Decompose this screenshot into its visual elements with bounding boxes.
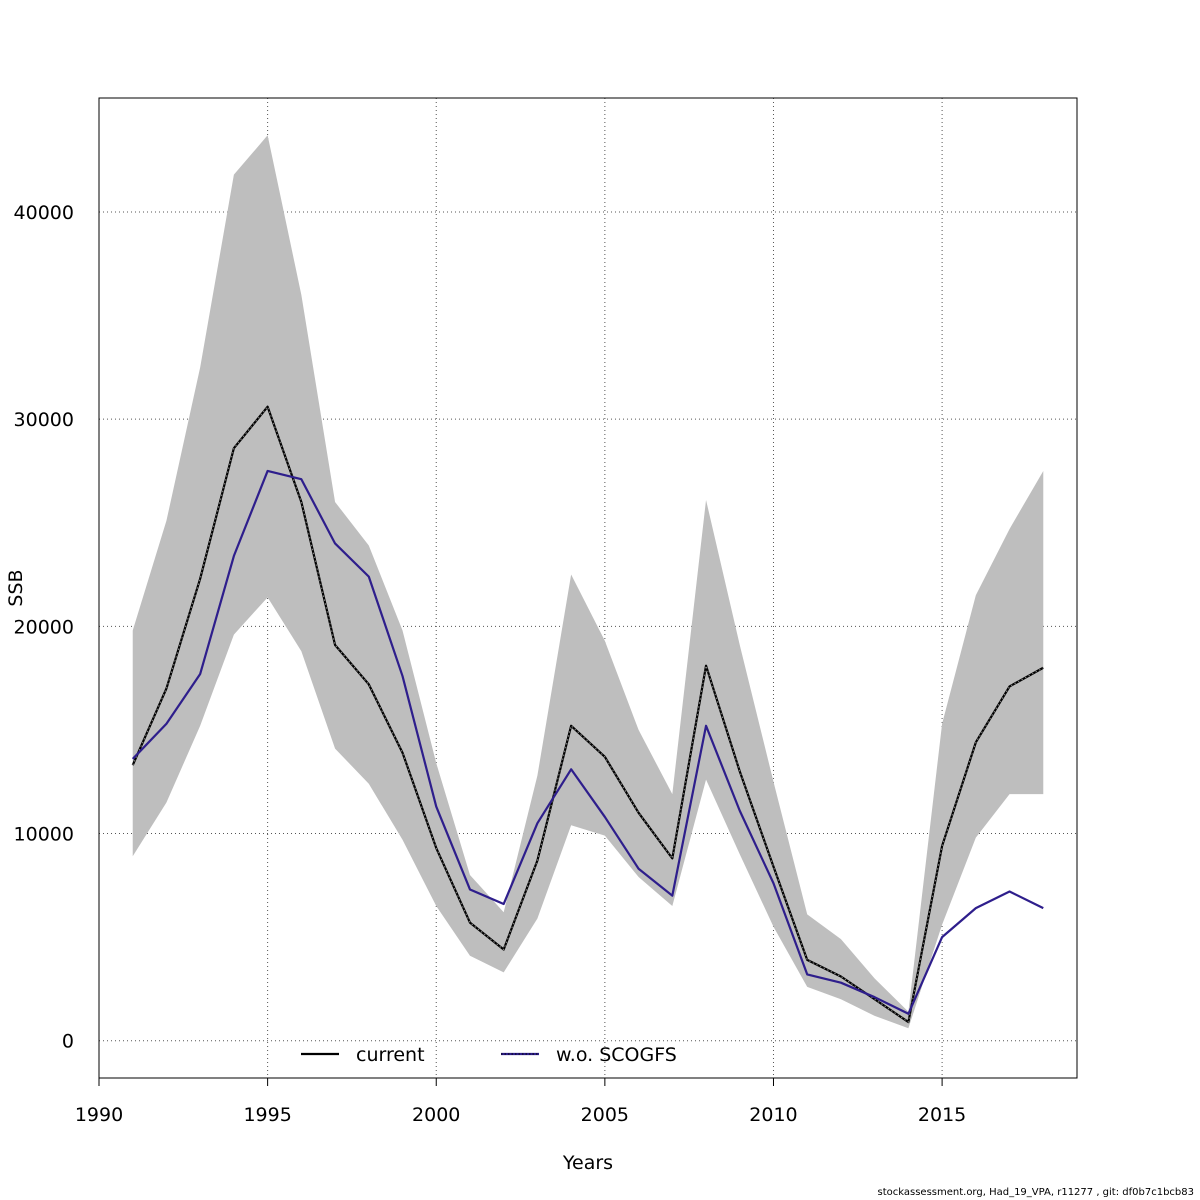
y-tick-label-20000: 20000 (14, 616, 74, 638)
legend: current w.o. SCOGFS (301, 1044, 677, 1066)
x-tick-label-2000: 2000 (412, 1104, 460, 1126)
y-tick-label-10000: 10000 (14, 824, 74, 846)
legend-label-wo-scogfs: w.o. SCOGFS (556, 1044, 677, 1066)
footer-credit: stockassessment.org, Had_19_VPA, r11277 … (877, 1187, 1195, 1198)
x-tick-label-1995: 1995 (243, 1104, 291, 1126)
x-tick-label-1990: 1990 (75, 1104, 123, 1126)
x-axis-title: Years (562, 1152, 613, 1174)
y-tick-label-30000: 30000 (14, 409, 74, 431)
series-line-current-dots (132, 405, 1044, 1023)
series-layer (131, 405, 1044, 1024)
y-tick-label-40000: 40000 (14, 202, 74, 224)
series-line-w-o-scogfs (131, 469, 1044, 1015)
y-axis-title: SSB (5, 569, 27, 606)
x-tick-label-2005: 2005 (581, 1104, 629, 1126)
confidence-band-layer (132, 135, 1044, 1029)
x-tick-label-2010: 2010 (749, 1104, 797, 1126)
legend-label-current: current (356, 1044, 425, 1066)
y-tick-label-0: 0 (62, 1031, 74, 1053)
y-axis: 0 10000 20000 30000 40000 (14, 202, 74, 1053)
x-tick-label-2015: 2015 (918, 1104, 966, 1126)
confidence-band (132, 135, 1044, 1029)
x-axis: 1990 1995 2000 2005 2010 2015 (75, 1077, 966, 1126)
